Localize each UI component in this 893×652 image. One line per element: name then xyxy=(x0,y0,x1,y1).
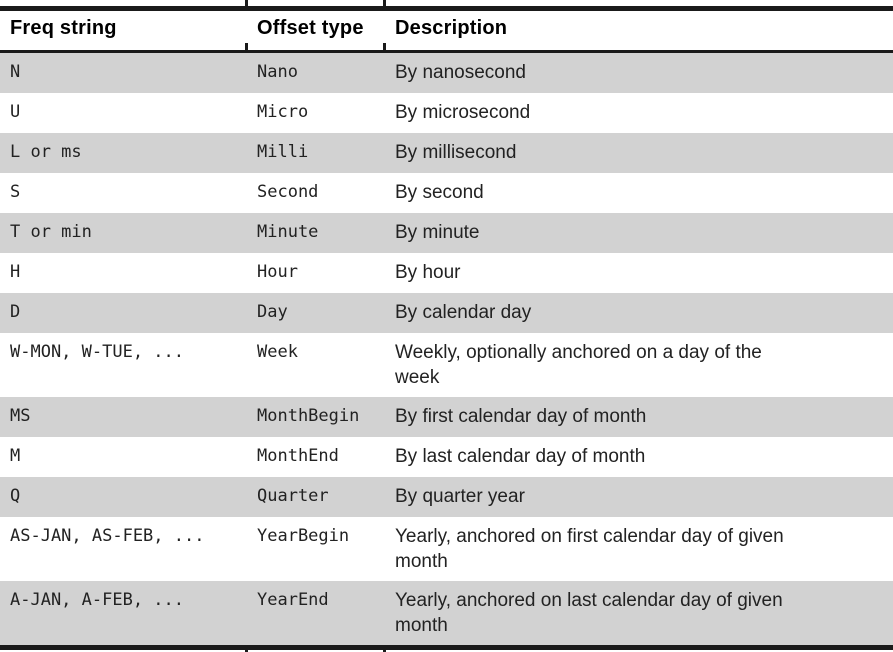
description-cell: By microsecond xyxy=(395,102,531,123)
table-row: MS MonthBegin By first calendar day of m… xyxy=(0,397,893,437)
freq-string-cell: MS xyxy=(10,406,31,426)
offset-type-cell: YearBegin xyxy=(257,526,350,546)
table-row: L or ms Milli By millisecond xyxy=(0,133,893,173)
freq-string-cell: D xyxy=(10,302,21,322)
description-cell: By first calendar day of month xyxy=(395,406,647,427)
offset-type-cell: Milli xyxy=(257,142,309,162)
table-row: M MonthEnd By last calendar day of month xyxy=(0,437,893,477)
description-cell: By nanosecond xyxy=(395,62,526,83)
freq-string-cell: M xyxy=(10,446,21,466)
table-bottom-rule xyxy=(0,645,893,650)
offset-type-cell: Micro xyxy=(257,102,309,122)
column-tick xyxy=(245,43,248,51)
freq-string-cell: W-MON, W-TUE, ... xyxy=(10,342,184,362)
table-row: A-JAN, A-FEB, ... YearEnd Yearly, anchor… xyxy=(0,581,893,645)
offset-type-cell: MonthEnd xyxy=(257,446,339,466)
description-cell: By millisecond xyxy=(395,142,517,163)
offset-type-cell: Hour xyxy=(257,262,298,282)
freq-string-cell: H xyxy=(10,262,21,282)
description-cell: By second xyxy=(395,182,484,203)
freq-string-cell: S xyxy=(10,182,21,202)
offset-type-cell: Day xyxy=(257,302,288,322)
table-row: T or min Minute By minute xyxy=(0,213,893,253)
table-header-row: Freq string Offset type Description xyxy=(0,11,893,50)
table-row: Q Quarter By quarter year xyxy=(0,477,893,517)
column-tick xyxy=(245,648,248,652)
offset-type-cell: MonthBegin xyxy=(257,406,360,426)
offset-type-cell: Week xyxy=(257,342,298,362)
offset-type-cell: YearEnd xyxy=(257,590,329,610)
header-description: Description xyxy=(395,17,508,39)
description-cell: By calendar day xyxy=(395,302,532,323)
column-tick xyxy=(245,0,248,8)
description-cell: By last calendar day of month xyxy=(395,446,646,467)
freq-string-cell: L or ms xyxy=(10,142,82,162)
column-tick xyxy=(383,648,386,652)
table-body: N Nano By nanosecond U Micro By microsec… xyxy=(0,53,893,645)
description-cell: Yearly, anchored on first calendar day o… xyxy=(395,526,784,572)
offset-type-cell: Minute xyxy=(257,222,319,242)
description-cell: By quarter year xyxy=(395,486,525,507)
table-top-rule xyxy=(0,6,893,11)
table-row: N Nano By nanosecond xyxy=(0,53,893,93)
header-freq-string: Freq string xyxy=(10,17,117,39)
freq-string-cell: U xyxy=(10,102,21,122)
header-offset-type: Offset type xyxy=(257,17,364,39)
offset-type-cell: Quarter xyxy=(257,486,329,506)
description-cell: By minute xyxy=(395,222,480,243)
table-row: U Micro By microsecond xyxy=(0,93,893,133)
freq-string-cell: N xyxy=(10,62,21,82)
table-row: AS-JAN, AS-FEB, ... YearBegin Yearly, an… xyxy=(0,517,893,581)
table-row: W-MON, W-TUE, ... Week Weekly, optionall… xyxy=(0,333,893,397)
freq-string-cell: A-JAN, A-FEB, ... xyxy=(10,590,184,610)
freq-string-cell: AS-JAN, AS-FEB, ... xyxy=(10,526,205,546)
frequency-table: Freq string Offset type Description xyxy=(0,11,893,50)
header-separator-rule xyxy=(0,50,893,53)
table-row: H Hour By hour xyxy=(0,253,893,293)
offset-type-cell: Nano xyxy=(257,62,298,82)
offset-type-cell: Second xyxy=(257,182,319,202)
freq-string-cell: Q xyxy=(10,486,21,506)
description-cell: Yearly, anchored on last calendar day of… xyxy=(395,590,783,636)
description-cell: By hour xyxy=(395,262,461,283)
freq-string-cell: T or min xyxy=(10,222,92,242)
table-row: S Second By second xyxy=(0,173,893,213)
column-tick xyxy=(383,43,386,51)
table-row: D Day By calendar day xyxy=(0,293,893,333)
description-cell: Weekly, optionally anchored on a day of … xyxy=(395,342,762,388)
column-tick xyxy=(383,0,386,8)
